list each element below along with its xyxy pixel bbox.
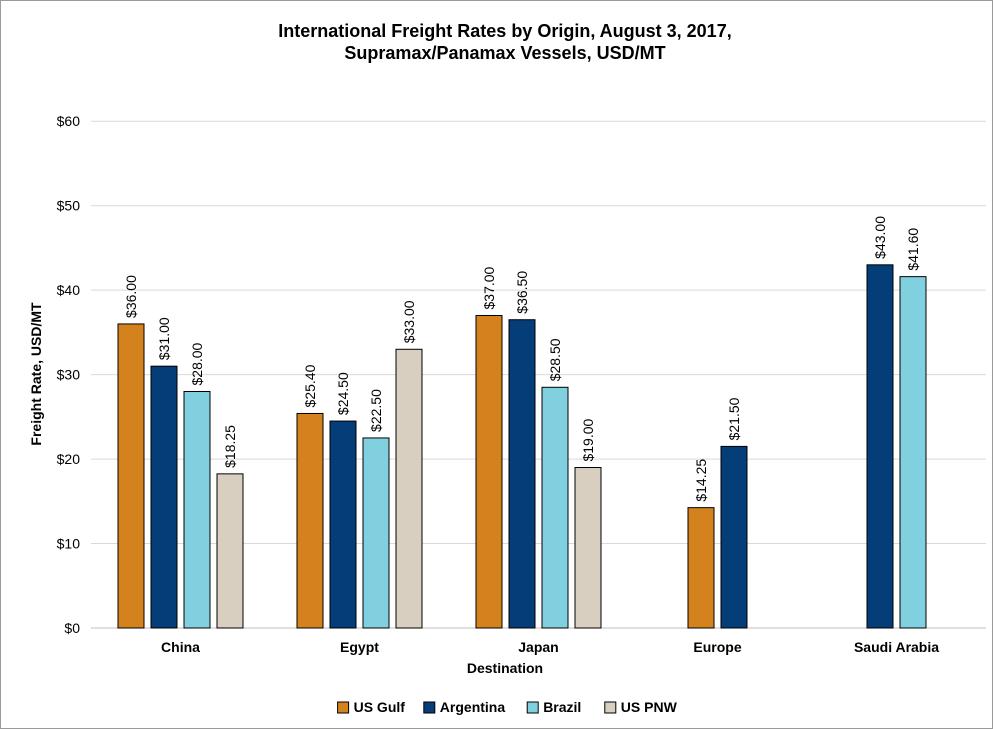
bar: [541, 386, 569, 629]
y-tick-label: $60: [57, 113, 81, 129]
x-tick-label: China: [161, 639, 200, 655]
bar: [150, 365, 178, 629]
bar: [296, 412, 324, 629]
y-tick-label: $20: [57, 451, 81, 467]
data-label: $37.00: [481, 266, 497, 309]
data-label: $18.25: [222, 425, 238, 468]
bar: [574, 467, 602, 629]
bar: [183, 391, 211, 629]
x-axis-ticks: China Egypt Japan Europe Saudi Arabia: [161, 639, 939, 655]
data-label: $36.50: [514, 271, 530, 314]
y-tick-label: $0: [64, 620, 80, 636]
legend-label: Argentina: [440, 699, 506, 715]
bar: [720, 445, 748, 629]
data-labels: $36.00 $31.00 $28.00 $18.25 $25.40 $24.50 $22.…: [123, 216, 921, 502]
legend: US Gulf Argentina Brazil US PNW: [337, 699, 678, 715]
x-tick-label: Japan: [518, 639, 558, 655]
chart-title: International Freight Rates by Origin, A…: [278, 21, 731, 41]
y-axis-title: Freight Rate, USD/MT: [28, 302, 44, 446]
bar: [687, 507, 715, 629]
data-label: $41.60: [905, 228, 921, 271]
bar: [329, 420, 357, 629]
legend-label: US PNW: [621, 699, 678, 715]
data-label: $22.50: [368, 389, 384, 432]
data-label: $28.50: [547, 338, 563, 381]
bars: [117, 264, 927, 629]
data-label: $14.25: [693, 459, 709, 502]
y-tick-label: $30: [57, 367, 81, 383]
data-label: $28.00: [189, 342, 205, 385]
x-tick-label: Europe: [693, 639, 741, 655]
data-label: $33.00: [401, 300, 417, 343]
chart-subtitle: Supramax/Panamax Vessels, USD/MT: [344, 43, 665, 63]
legend-swatch: [423, 701, 436, 714]
legend-label: US Gulf: [354, 699, 406, 715]
bar: [395, 348, 423, 629]
bar: [362, 437, 390, 629]
y-tick-label: $40: [57, 282, 81, 298]
legend-label: Brazil: [543, 699, 581, 715]
data-label: $24.50: [335, 372, 351, 415]
x-tick-label: Saudi Arabia: [854, 639, 939, 655]
bar: [475, 314, 503, 629]
x-tick-label: Egypt: [340, 639, 379, 655]
bar: [899, 276, 927, 629]
data-label: $43.00: [872, 216, 888, 259]
y-axis-ticks: $0 $10 $20 $30 $40 $50 $60: [57, 113, 81, 636]
y-tick-label: $10: [57, 536, 81, 552]
bar: [866, 264, 894, 629]
data-label: $21.50: [726, 397, 742, 440]
bar: [508, 319, 536, 629]
x-axis-title: Destination: [467, 660, 543, 676]
bar: [216, 473, 244, 629]
data-label: $31.00: [156, 317, 172, 360]
y-tick-label: $50: [57, 198, 81, 214]
legend-swatch: [337, 701, 350, 714]
data-label: $19.00: [580, 418, 596, 461]
data-label: $36.00: [123, 275, 139, 318]
bar: [117, 323, 145, 629]
legend-swatch: [604, 701, 617, 714]
data-label: $25.40: [302, 364, 318, 407]
legend-swatch: [526, 701, 539, 714]
